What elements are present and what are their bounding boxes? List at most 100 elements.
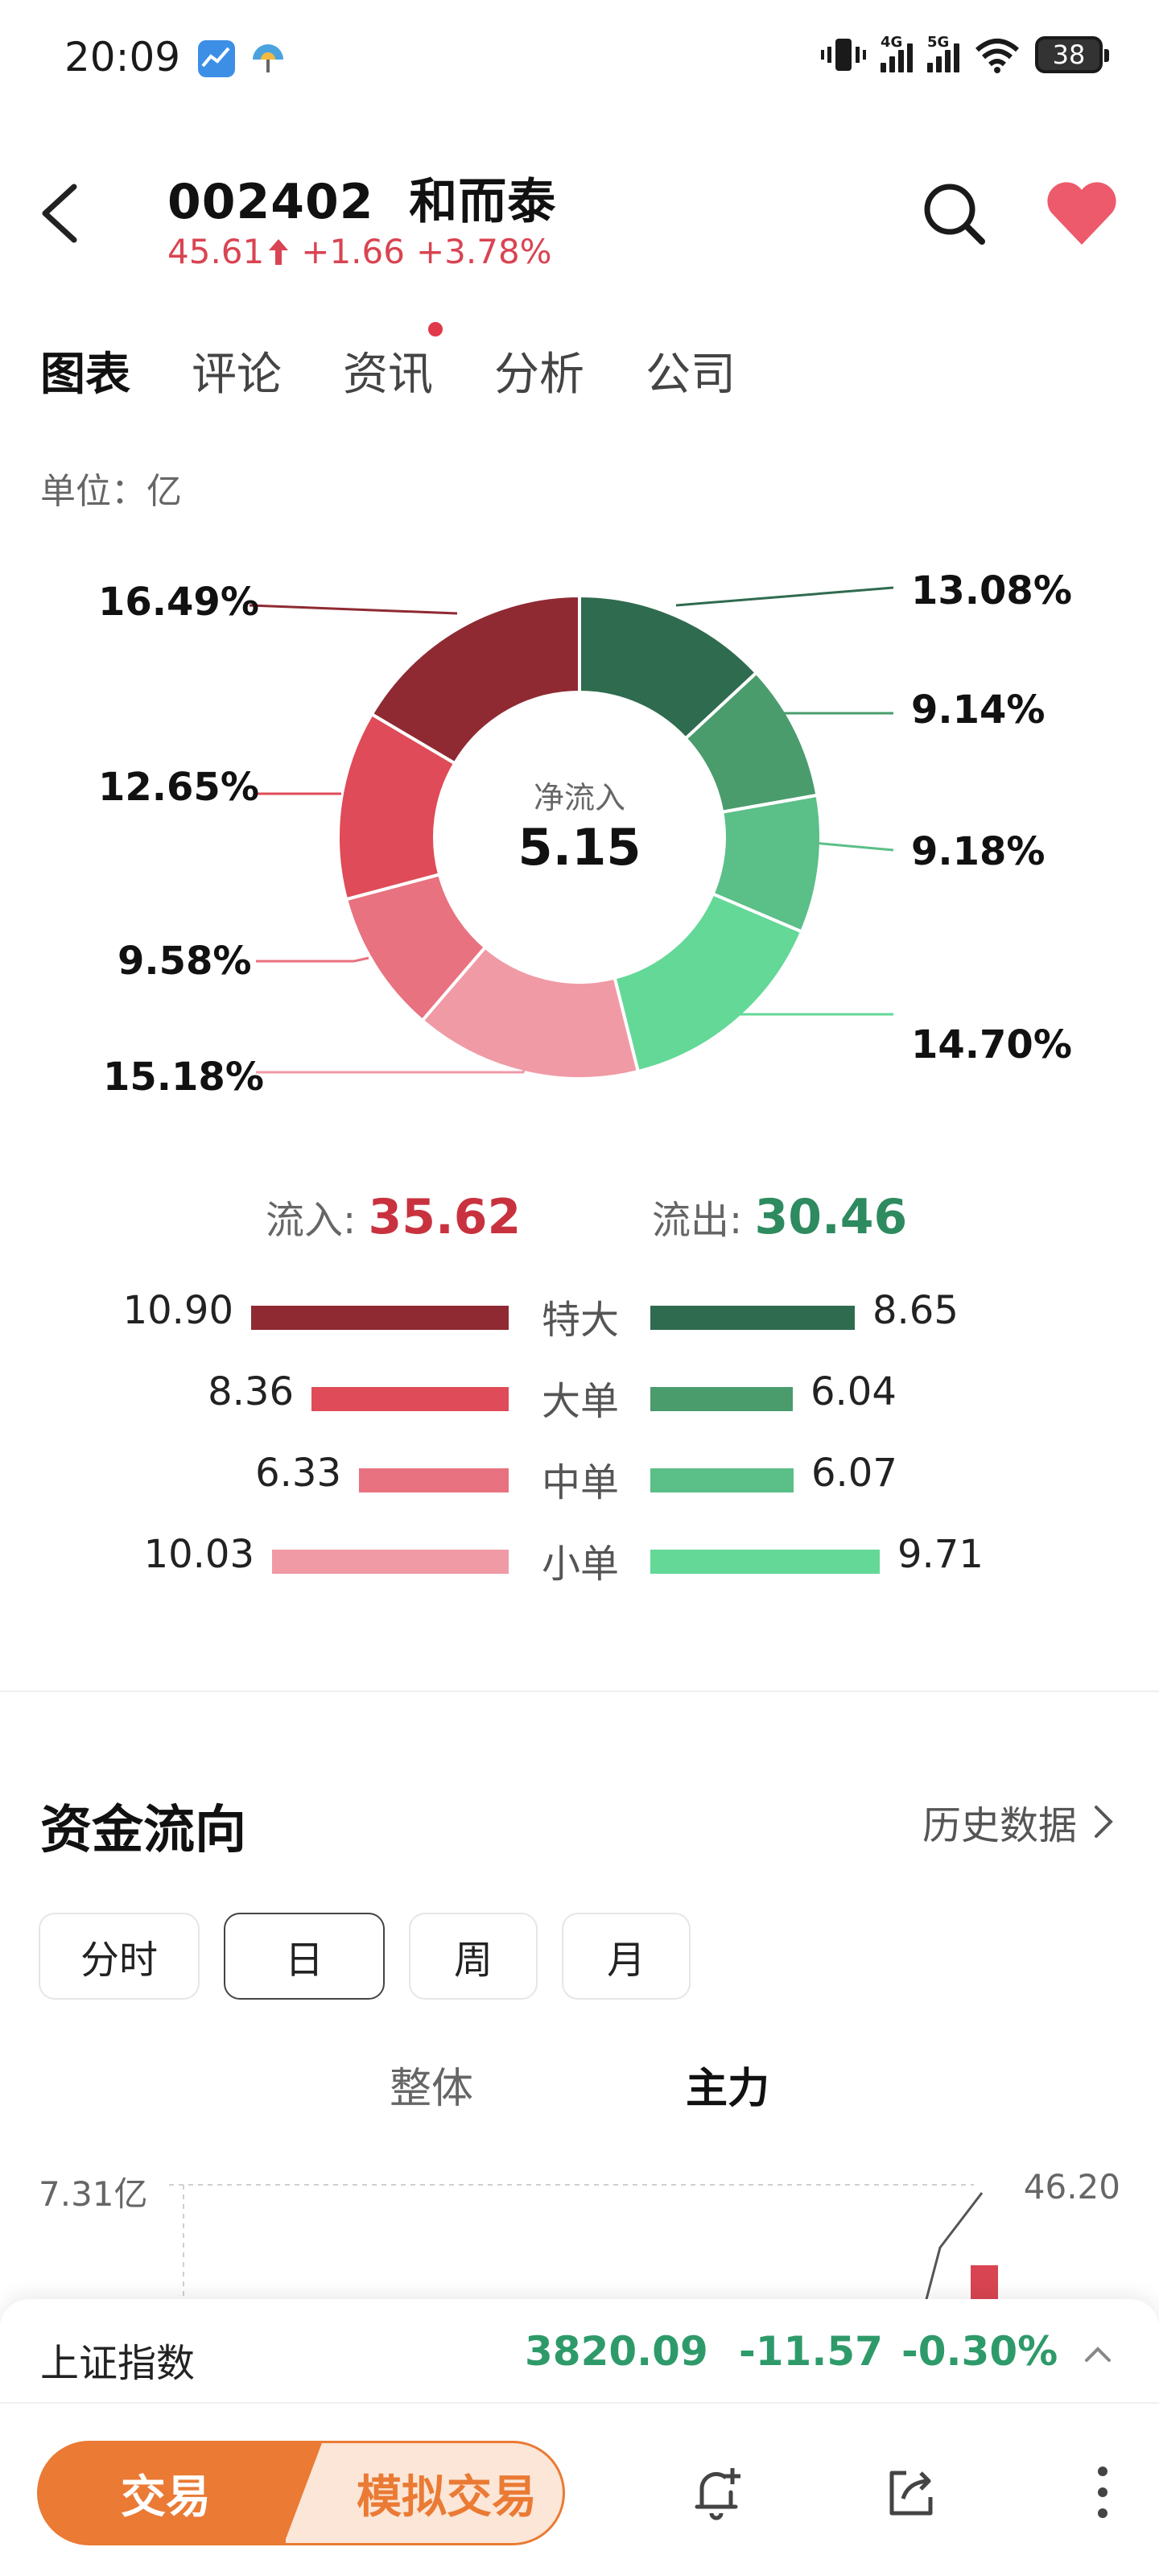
stock-change-pct: +3.78% <box>415 232 552 271</box>
back-button[interactable] <box>32 177 89 250</box>
outflow-amount: 9.71 <box>897 1532 984 1577</box>
inflow-bar <box>272 1550 509 1574</box>
vibrate-icon <box>821 39 866 71</box>
flow-row: 6.33 中单 6.07 <box>0 1451 1159 1523</box>
section-title: 资金流向 <box>40 1801 246 1860</box>
leader-line <box>804 840 894 852</box>
order-size-label: 中单 <box>541 1460 619 1505</box>
outflow-bar <box>650 1550 880 1574</box>
trade-button[interactable]: 交易 <box>37 2441 327 2545</box>
outflow-bar <box>650 1468 794 1492</box>
donut-svg <box>249 586 894 1080</box>
donut-center-value: 5.15 <box>518 818 641 877</box>
leader-line <box>256 956 369 963</box>
status-bar: 20:09 4G 5G 38 <box>0 0 1159 121</box>
stock-name: 和而泰 <box>409 174 557 230</box>
chevron-up-icon[interactable] <box>1082 2338 1114 2370</box>
tab-chart[interactable]: 图表 <box>35 338 130 408</box>
slice-label: 13.08% <box>911 568 1072 613</box>
tab-comments[interactable]: 评论 <box>192 349 282 401</box>
cellular-signal-1-icon: 4G <box>881 34 913 72</box>
share-icon[interactable] <box>879 2460 943 2524</box>
donut-slice <box>369 593 581 766</box>
period-intraday[interactable]: 分时 <box>39 1913 200 2000</box>
inflow-label: 流入: <box>266 1198 357 1243</box>
slice-label: 15.18% <box>103 1055 264 1100</box>
favorite-button[interactable] <box>1043 177 1120 250</box>
search-button[interactable] <box>918 177 990 250</box>
outflow-bar <box>650 1306 855 1330</box>
flow-row: 10.03 小单 9.71 <box>0 1532 1159 1604</box>
search-icon <box>924 184 985 245</box>
stock-change: +1.66 <box>301 232 405 271</box>
inflow-amount: 8.36 <box>208 1369 294 1414</box>
outflow-label: 流出: <box>652 1198 743 1243</box>
inflow-summary: 流入: 35.62 <box>266 1188 521 1245</box>
slice-label: 9.14% <box>911 687 1046 733</box>
period-week[interactable]: 周 <box>409 1913 538 2000</box>
inflow-bar <box>251 1306 509 1330</box>
arrow-up-icon <box>269 239 289 265</box>
slice-label: 14.70% <box>911 1022 1072 1067</box>
inflow-amount: 6.33 <box>255 1451 341 1496</box>
stock-app-notification-icon <box>198 40 235 77</box>
more-icon[interactable] <box>1070 2460 1135 2524</box>
order-size-label: 大单 <box>541 1379 619 1424</box>
inflow-amount: 10.90 <box>122 1288 233 1333</box>
period-tabs: 分时 日 周 月 <box>39 1913 691 2000</box>
leader-line <box>249 604 458 615</box>
leader-line <box>675 586 894 607</box>
chevron-right-icon <box>1095 1806 1113 1838</box>
stock-quote: 45.61 +1.66 +3.78% <box>167 232 552 271</box>
period-month[interactable]: 月 <box>562 1913 691 2000</box>
fund-flow-chart: 7.31亿 46.20 <box>0 2157 1159 2302</box>
order-size-label: 特大 <box>541 1298 619 1343</box>
axis-right-top: 46.20 <box>1023 2167 1120 2207</box>
index-change: -11.57 <box>739 2328 883 2375</box>
period-day[interactable]: 日 <box>224 1913 385 2000</box>
sub-tab-overall[interactable]: 整体 <box>390 2065 474 2113</box>
axis-left-top: 7.31亿 <box>39 2174 148 2214</box>
price-line <box>924 2192 984 2302</box>
flow-bar <box>971 2265 998 2302</box>
tab-company[interactable]: 公司 <box>645 349 736 401</box>
outflow-value: 30.46 <box>754 1189 908 1245</box>
status-time: 20:09 <box>64 34 181 80</box>
order-size-label: 小单 <box>541 1542 619 1587</box>
tab-analysis[interactable]: 分析 <box>494 349 584 401</box>
outflow-summary: 流出: 30.46 <box>652 1188 907 1245</box>
battery-icon: 38 <box>1035 36 1109 73</box>
chevron-left-icon <box>42 184 77 243</box>
slice-label: 12.65% <box>98 765 259 810</box>
inflow-bar <box>311 1387 509 1411</box>
sub-tab-main-force[interactable]: 主力 <box>686 2065 770 2113</box>
outflow-amount: 8.65 <box>872 1288 959 1333</box>
flow-row: 10.90 特大 8.65 <box>0 1288 1159 1360</box>
wifi-icon <box>975 39 1019 73</box>
umbrella-notification-icon <box>250 40 287 77</box>
capital-flow-donut-chart: 净流入 5.15 13.08% 9.14% 9.18% 14.70% 15.18… <box>0 564 1159 1111</box>
index-change-pct: -0.30% <box>901 2328 1058 2375</box>
tab-news[interactable]: 资讯 <box>343 322 443 403</box>
history-data-link[interactable]: 历史数据 <box>922 1794 1114 1850</box>
battery-level: 38 <box>1052 39 1086 70</box>
inflow-amount: 10.03 <box>143 1532 254 1577</box>
donut-center-label: 净流入 <box>533 780 625 815</box>
outflow-bar <box>650 1387 793 1411</box>
index-ticker[interactable]: 上证指数 3820.09 -11.57 -0.30% <box>0 2299 1159 2404</box>
slice-label: 9.18% <box>911 829 1046 874</box>
donut-slice <box>612 891 804 1074</box>
simulated-trade-button[interactable]: 模拟交易 <box>283 2441 565 2545</box>
leader-line <box>256 1062 528 1074</box>
inflow-value: 35.62 <box>368 1189 522 1245</box>
index-name: 上证指数 <box>40 2341 196 2386</box>
content-tabs: 图表 评论 资讯 分析 公司 <box>35 322 797 408</box>
bottom-panel: 上证指数 3820.09 -11.57 -0.30% 交易 模拟交易 <box>0 2299 1159 2576</box>
history-link-label: 历史数据 <box>922 1803 1077 1848</box>
fund-flow-chart-svg <box>169 2184 998 2302</box>
inflow-bar <box>359 1468 509 1492</box>
cellular-signal-2-icon: 5G <box>927 34 959 72</box>
stock-price: 45.61 <box>167 232 290 271</box>
bell-add-icon[interactable] <box>686 2460 750 2524</box>
slice-label: 9.58% <box>118 939 252 984</box>
